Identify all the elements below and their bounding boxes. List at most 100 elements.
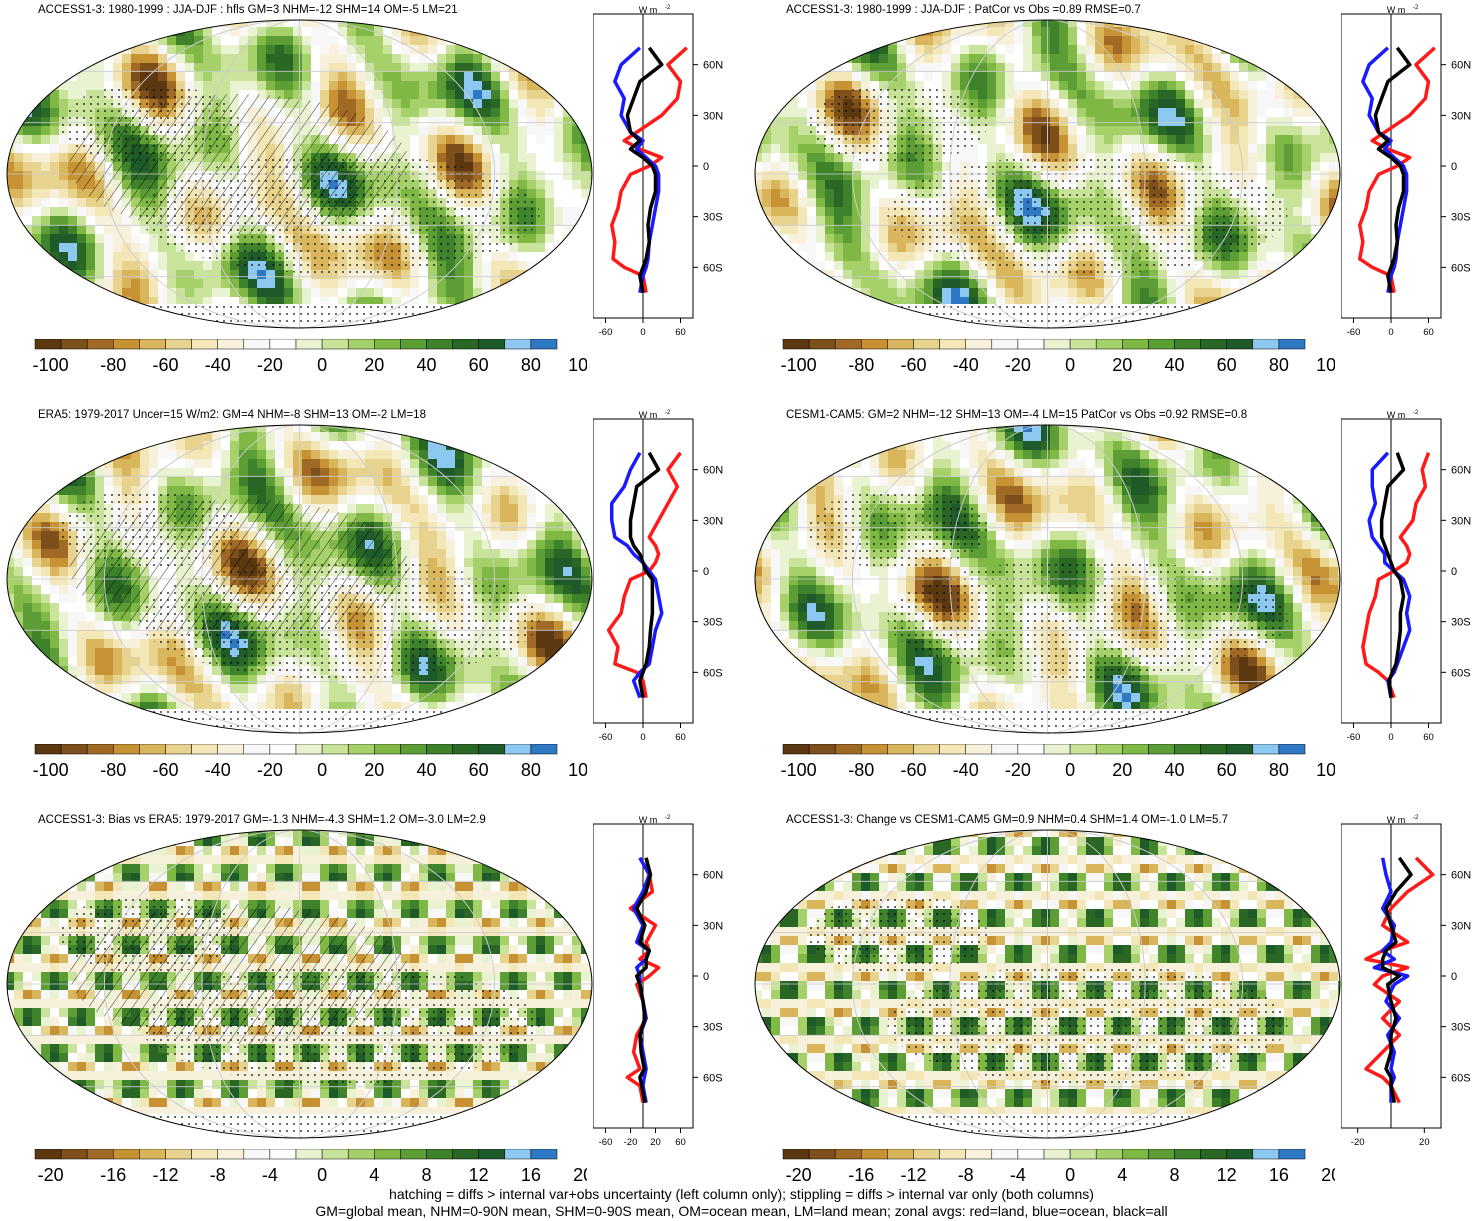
colorbar-tick-label: 60 xyxy=(469,355,489,375)
colorbar-tick-label: -4 xyxy=(262,1165,278,1185)
zonal-series-ocean xyxy=(1372,857,1410,1103)
latitude-tick-label: 30N xyxy=(703,515,723,527)
zonal-x-tick-label: -60 xyxy=(599,732,613,743)
colorbar-tick-label: 80 xyxy=(1269,760,1289,780)
zonal-mean-plot: W m -2 60N 30N 0 30S 60S -60 0 60 xyxy=(1341,410,1471,743)
colorbar-tick-label: -20 xyxy=(1005,760,1031,780)
colorbar-tick-label: 40 xyxy=(1164,355,1184,375)
colorbar-tick-label: -16 xyxy=(848,1165,874,1185)
colorbar-tick-label: 40 xyxy=(416,355,436,375)
panel-title: ACCESS1-3: Bias vs ERA5: 1979-2017 GM=-1… xyxy=(38,814,486,826)
zonal-unit-exponent: -2 xyxy=(1413,410,1419,416)
colorbar-tick-label: -16 xyxy=(100,1165,126,1185)
colorbar-tick-label: -60 xyxy=(152,760,178,780)
colorbar: -100 -80 -60 -40 -20 0 20 40 60 80 100 xyxy=(781,339,1335,375)
colorbar-tick-label: 16 xyxy=(1269,1165,1289,1185)
zonal-unit-label: W m xyxy=(639,410,658,420)
zonal-unit-label: W m xyxy=(1387,5,1406,15)
zonal-x-tick-label: -60 xyxy=(1347,327,1361,338)
zonal-unit-exponent: -2 xyxy=(1413,5,1419,11)
panel-title: ACCESS1-3: 1980-1999 : JJA-DJF : hfls GM… xyxy=(38,4,458,16)
colorbar-tick-label: -20 xyxy=(786,1165,812,1185)
colorbar: -100 -80 -60 -40 -20 0 20 40 60 80 100 xyxy=(33,339,587,375)
colorbar-tick-label: 4 xyxy=(369,1165,379,1185)
latitude-tick-label: 30N xyxy=(1451,920,1471,932)
zonal-series-all xyxy=(1373,46,1412,293)
colorbar-tick-label: -60 xyxy=(900,760,926,780)
zonal-x-tick-label: 60 xyxy=(675,732,686,743)
colorbar-tick-label: 60 xyxy=(1217,760,1237,780)
latitude-tick-label: 0 xyxy=(703,161,709,173)
colorbar: -20 -16 -12 -8 -4 0 4 8 12 16 20 xyxy=(782,1149,1335,1185)
zonal-x-tick-label: 20 xyxy=(1419,1137,1430,1148)
footer-caption: hatching = diffs > internal var+obs unce… xyxy=(0,1186,1483,1220)
zonal-mean-plot: W m -2 60N 30N 0 30S 60S -60 -20 20 60 xyxy=(593,815,723,1148)
zonal-x-tick-label: 0 xyxy=(640,732,645,743)
colorbar-tick-label: 20 xyxy=(364,355,384,375)
zonal-series-ocean xyxy=(613,46,661,293)
colorbar: -20 -16 -12 -8 -4 0 4 8 12 16 20 xyxy=(34,1149,587,1185)
latitude-tick-label: 60N xyxy=(1451,870,1471,882)
zonal-series-all xyxy=(625,46,664,293)
colorbar-tick-label: 80 xyxy=(521,355,541,375)
zonal-x-tick-label: 20 xyxy=(650,1137,661,1148)
colorbar-tick-label: 20 xyxy=(1112,760,1132,780)
colorbar-tick-label: -100 xyxy=(781,355,817,375)
colorbar: -100 -80 -60 -40 -20 0 20 40 60 80 100 xyxy=(781,744,1335,780)
world-map xyxy=(754,424,1341,734)
zonal-mean-plot: W m -2 60N 30N 0 30S 60S -60 0 60 xyxy=(593,5,723,338)
latitude-tick-label: 30N xyxy=(1451,515,1471,527)
colorbar-tick-label: 100 xyxy=(1316,355,1335,375)
zonal-series-all xyxy=(1380,856,1413,1104)
latitude-tick-label: 60S xyxy=(703,1072,723,1084)
latitude-tick-label: 60N xyxy=(703,870,723,882)
zonal-unit-label: W m xyxy=(1387,815,1406,825)
colorbar-tick-label: -80 xyxy=(848,760,874,780)
colorbar-tick-label: -4 xyxy=(1010,1165,1026,1185)
zonal-unit-exponent: -2 xyxy=(665,815,671,821)
zonal-x-tick-label: 0 xyxy=(1388,327,1393,338)
zonal-series-all xyxy=(1379,452,1406,698)
latitude-tick-label: 30S xyxy=(1451,1022,1471,1034)
zonal-unit-exponent: -2 xyxy=(665,5,671,11)
colorbar-tick-label: 16 xyxy=(521,1165,541,1185)
zonal-x-tick-label: -60 xyxy=(599,327,613,338)
zonal-series-land xyxy=(625,857,661,1103)
zonal-x-tick-label: 60 xyxy=(1423,732,1434,743)
latitude-tick-label: 0 xyxy=(1451,566,1457,578)
colorbar-tick-label: -40 xyxy=(205,760,231,780)
latitude-tick-label: 30S xyxy=(703,212,723,224)
zonal-unit-label: W m xyxy=(639,815,658,825)
colorbar-tick-label: -80 xyxy=(100,355,126,375)
colorbar-tick-label: 60 xyxy=(1217,355,1237,375)
latitude-tick-label: 30S xyxy=(703,617,723,629)
colorbar-tick-label: 0 xyxy=(1065,760,1075,780)
colorbar-tick-label: 60 xyxy=(469,760,489,780)
world-map xyxy=(6,829,593,1139)
footer-line-2: GM=global mean, NHM=0-90N mean, SHM=0-90… xyxy=(315,1203,1168,1219)
colorbar-tick-label: 8 xyxy=(421,1165,431,1185)
latitude-tick-label: 0 xyxy=(703,566,709,578)
latitude-tick-label: 60N xyxy=(1451,465,1471,477)
colorbar-tick-label: 4 xyxy=(1117,1165,1127,1185)
zonal-x-tick-label: 60 xyxy=(675,327,686,338)
colorbar-tick-label: -100 xyxy=(33,760,69,780)
world-map xyxy=(754,19,1341,329)
colorbar-tick-label: 100 xyxy=(568,760,587,780)
latitude-tick-label: 30S xyxy=(1451,212,1471,224)
colorbar-tick-label: 0 xyxy=(1065,355,1075,375)
zonal-unit-label: W m xyxy=(639,5,658,15)
colorbar-tick-label: -20 xyxy=(257,760,283,780)
zonal-unit-exponent: -2 xyxy=(665,410,671,416)
colorbar-tick-label: -8 xyxy=(958,1165,974,1185)
zonal-x-tick-label: -60 xyxy=(599,1137,613,1148)
colorbar-tick-label: -40 xyxy=(953,355,979,375)
latitude-tick-label: 30N xyxy=(1451,110,1471,122)
zonal-mean-plot: W m -2 60N 30N 0 30S 60S -60 0 60 xyxy=(593,410,723,743)
zonal-series-ocean xyxy=(631,856,651,1103)
world-map xyxy=(6,424,593,734)
colorbar-tick-label: -12 xyxy=(152,1165,178,1185)
latitude-tick-label: 30N xyxy=(703,920,723,932)
colorbar-tick-label: 80 xyxy=(521,760,541,780)
colorbar-tick-label: -80 xyxy=(848,355,874,375)
